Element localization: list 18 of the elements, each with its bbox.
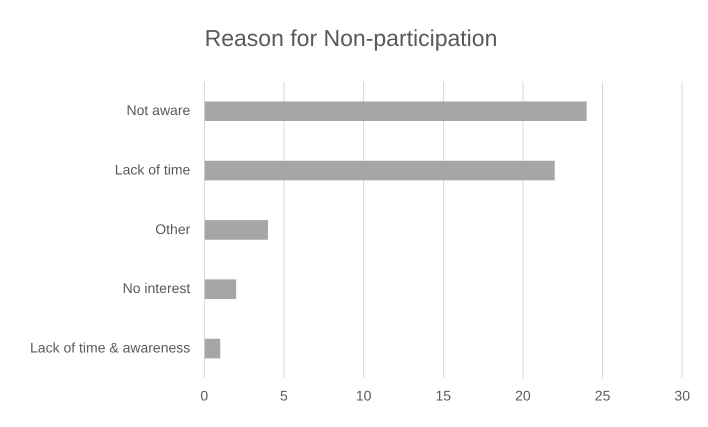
x-tick-label: 10	[356, 387, 372, 404]
x-tick-label: 30	[674, 387, 690, 404]
y-tick-label: Lack of time	[114, 161, 190, 178]
x-tick-label: 15	[435, 387, 452, 404]
bar	[204, 101, 587, 122]
bar	[204, 220, 268, 240]
x-tick-label: 25	[594, 387, 611, 404]
chart-title: Reason for Non-participation	[204, 25, 498, 52]
y-tick-label: Other	[155, 220, 191, 237]
x-tick-label: 0	[200, 387, 208, 404]
y-tick-label: No interest	[122, 280, 190, 296]
y-tick-label: Not aware	[126, 102, 191, 118]
y-tick-label: Lack of time & awareness	[30, 339, 190, 356]
bar	[204, 279, 236, 300]
bar	[204, 160, 555, 180]
bar	[204, 338, 220, 358]
x-tick-label: 20	[515, 387, 531, 404]
x-tick-label: 5	[280, 387, 288, 404]
